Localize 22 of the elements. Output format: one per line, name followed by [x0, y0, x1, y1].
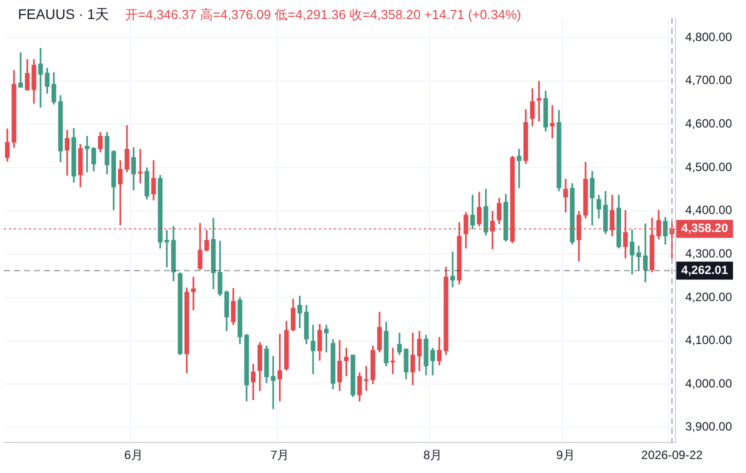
y-tick-label: 4,800.00	[685, 30, 732, 44]
y-tick-label: 4,400.00	[685, 203, 732, 218]
y-tick-label: 3,900.00	[685, 420, 732, 434]
y-tick-label: 4,700.00	[685, 73, 732, 88]
chart-title: FEAUUS · 1天	[18, 6, 110, 24]
candlestick	[310, 324, 316, 374]
x-tick-label: 7月	[270, 448, 290, 462]
candlestick	[38, 48, 43, 108]
candlestick	[191, 276, 196, 310]
chart-subtitle: 开=4,346.37 高=4,376.09 低=4,291.36 收=4,358.20 +14.71 (+0.34%)	[125, 6, 522, 24]
y-tick-label: 4,100.00	[685, 333, 732, 348]
ref-line-label: 4,358.20	[681, 221, 728, 236]
y-tick-label: 4,300.00	[685, 246, 732, 260]
x-tick-label: 6月	[124, 448, 143, 462]
x-tick-label: 8月	[423, 448, 442, 462]
x-tick-label: 2026-09-22	[641, 448, 703, 462]
y-tick-label: 4,600.00	[685, 116, 732, 130]
ref-line-label: 4,262.01	[681, 262, 728, 277]
y-tick-label: 4,000.00	[685, 376, 732, 390]
x-tick-label: 9月	[556, 448, 575, 462]
y-tick-label: 4,500.00	[685, 160, 732, 174]
y-tick-label: 4,200.00	[685, 290, 732, 304]
